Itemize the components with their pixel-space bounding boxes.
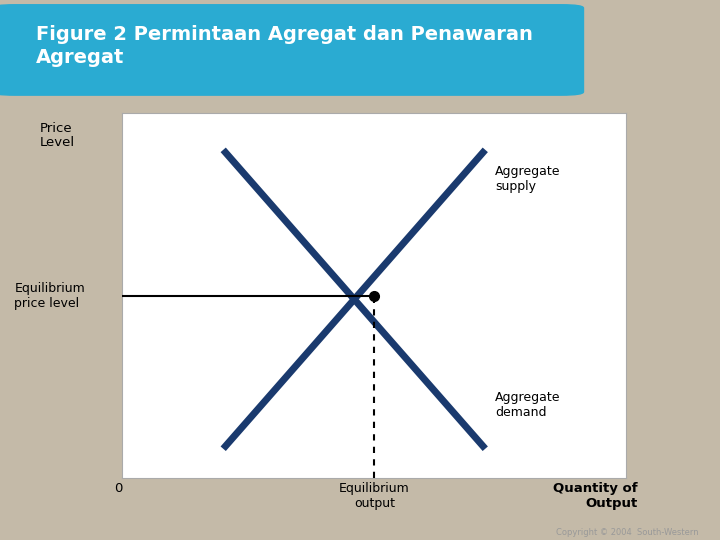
Text: Copyright © 2004  South-Western: Copyright © 2004 South-Western [556, 528, 698, 537]
Text: Aggregate
demand: Aggregate demand [495, 391, 561, 419]
Text: Price
Level: Price Level [40, 122, 75, 150]
Text: Quantity of
Output: Quantity of Output [552, 482, 637, 510]
FancyBboxPatch shape [0, 5, 583, 95]
Text: 0: 0 [114, 482, 123, 495]
Text: Equilibrium
output: Equilibrium output [339, 482, 410, 510]
Text: Equilibrium
price level: Equilibrium price level [14, 282, 85, 309]
Text: Aggregate
supply: Aggregate supply [495, 165, 561, 193]
Text: Figure 2 Permintaan Agregat dan Penawaran
Agregat: Figure 2 Permintaan Agregat dan Penawara… [36, 24, 534, 67]
